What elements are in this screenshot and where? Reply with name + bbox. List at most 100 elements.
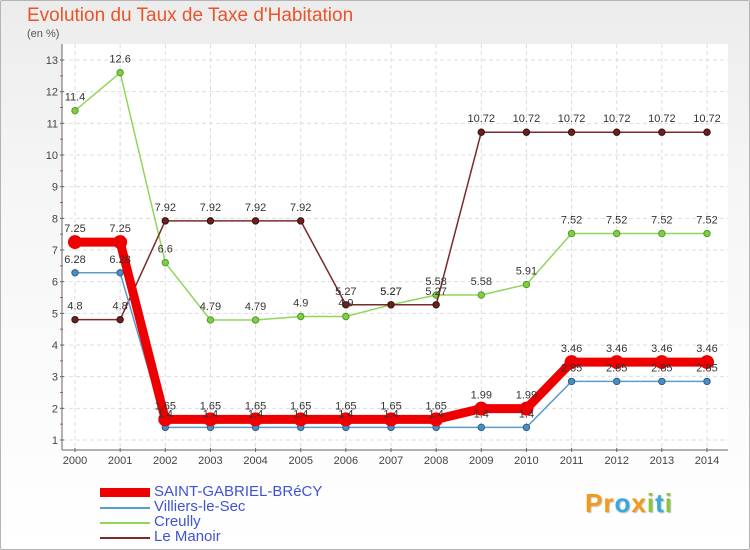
data-label: 1.65 xyxy=(155,400,176,412)
x-tick-label: 2010 xyxy=(514,455,538,467)
data-point xyxy=(342,301,350,309)
x-tick-label: 2005 xyxy=(288,455,312,467)
data-label: 1.4 xyxy=(203,408,218,420)
data-point xyxy=(613,128,621,136)
data-label: 7.52 xyxy=(696,215,717,227)
x-tick-label: 2002 xyxy=(153,455,177,467)
data-label: 1.65 xyxy=(200,400,221,412)
legend-swatch xyxy=(100,536,150,539)
y-tick-label: 10 xyxy=(46,150,58,162)
data-label: 5.27 xyxy=(380,286,401,298)
data-point xyxy=(432,301,440,309)
data-point xyxy=(522,423,531,432)
y-tick-label: 1 xyxy=(52,435,58,447)
logo-letter: i xyxy=(664,488,673,518)
data-point xyxy=(71,106,79,115)
data-label: 1.4 xyxy=(158,408,173,420)
data-label: 7.25 xyxy=(109,223,130,235)
x-tick-label: 2013 xyxy=(650,455,674,467)
data-point xyxy=(297,217,305,225)
data-label: 5.91 xyxy=(516,266,537,278)
data-point xyxy=(206,217,215,225)
data-point xyxy=(703,377,711,386)
y-tick-label: 5 xyxy=(52,308,58,320)
data-label: 4.9 xyxy=(293,298,308,310)
data-label: 7.92 xyxy=(245,202,266,214)
data-point xyxy=(251,217,260,225)
data-label: 1.99 xyxy=(516,390,537,402)
legend-label: Villiers-le-Sec xyxy=(154,498,246,515)
data-point xyxy=(522,128,531,136)
data-label: 6.6 xyxy=(158,244,173,256)
x-tick-label: 2011 xyxy=(560,455,584,467)
data-point xyxy=(206,316,215,324)
data-label: 1.4 xyxy=(519,408,534,420)
data-label: 1.65 xyxy=(290,400,311,412)
x-tick-label: 2003 xyxy=(198,455,222,467)
data-label: 7.92 xyxy=(155,202,176,214)
x-tick-label: 2001 xyxy=(108,455,132,467)
y-tick-label: 3 xyxy=(52,372,58,384)
data-point xyxy=(703,229,711,238)
logo-letter: x xyxy=(631,488,647,518)
data-point xyxy=(161,217,169,225)
data-point xyxy=(564,355,579,370)
data-label: 1.4 xyxy=(338,408,353,420)
data-point xyxy=(248,412,263,427)
data-label: 5.58 xyxy=(425,276,446,288)
data-label: 10.72 xyxy=(648,113,676,125)
legend-swatch xyxy=(100,521,150,524)
data-point xyxy=(251,316,260,324)
data-label: 1.65 xyxy=(425,400,446,412)
data-label: 1.65 xyxy=(245,400,266,412)
data-point xyxy=(522,280,531,289)
legend-label: Le Manoir xyxy=(154,528,221,545)
y-tick-label: 4 xyxy=(52,340,58,352)
data-point xyxy=(567,377,576,386)
data-label: 4.79 xyxy=(245,301,266,313)
data-label: 7.52 xyxy=(651,215,672,227)
y-tick-label: 9 xyxy=(52,182,58,194)
data-label: 6.28 xyxy=(64,254,85,266)
data-label: 7.52 xyxy=(561,215,582,227)
x-tick-label: 2008 xyxy=(424,455,448,467)
data-point xyxy=(71,315,79,324)
x-tick-label: 2004 xyxy=(243,455,267,467)
data-label: 1.4 xyxy=(474,408,489,420)
data-label: 2.85 xyxy=(561,362,582,374)
data-point xyxy=(609,355,624,370)
x-tick-label: 2009 xyxy=(469,455,493,467)
data-point xyxy=(474,401,489,416)
x-tick-label: 2007 xyxy=(379,455,403,467)
data-label: 3.46 xyxy=(651,343,672,355)
data-label: 1.65 xyxy=(380,400,401,412)
logo-letter: o xyxy=(614,488,632,518)
data-point xyxy=(567,128,576,136)
data-point xyxy=(658,229,666,238)
data-point xyxy=(477,291,485,299)
legend-label: Creully xyxy=(154,513,201,530)
logo-letter: t xyxy=(655,488,665,518)
data-point xyxy=(658,128,666,136)
x-tick-label: 2000 xyxy=(63,455,87,467)
y-tick-label: 2 xyxy=(52,403,58,415)
chart-subtitle: (en %) xyxy=(27,28,60,40)
data-label: 2.85 xyxy=(696,362,717,374)
data-label: 10.72 xyxy=(693,113,721,125)
data-point xyxy=(158,412,173,427)
data-point xyxy=(116,315,124,324)
logo-letter: r xyxy=(603,488,615,518)
data-label: 3.46 xyxy=(561,343,582,355)
data-label: 5.27 xyxy=(425,286,446,298)
data-label: 4.8 xyxy=(67,301,82,313)
data-label: 10.72 xyxy=(603,113,631,125)
data-point xyxy=(654,355,669,370)
data-label: 7.25 xyxy=(64,223,85,235)
data-label: 5.27 xyxy=(380,286,401,298)
data-point xyxy=(116,68,124,77)
data-point xyxy=(613,229,621,238)
data-label: 4.9 xyxy=(338,298,353,310)
y-tick-label: 11 xyxy=(47,118,58,130)
data-label: 5.58 xyxy=(471,276,492,288)
